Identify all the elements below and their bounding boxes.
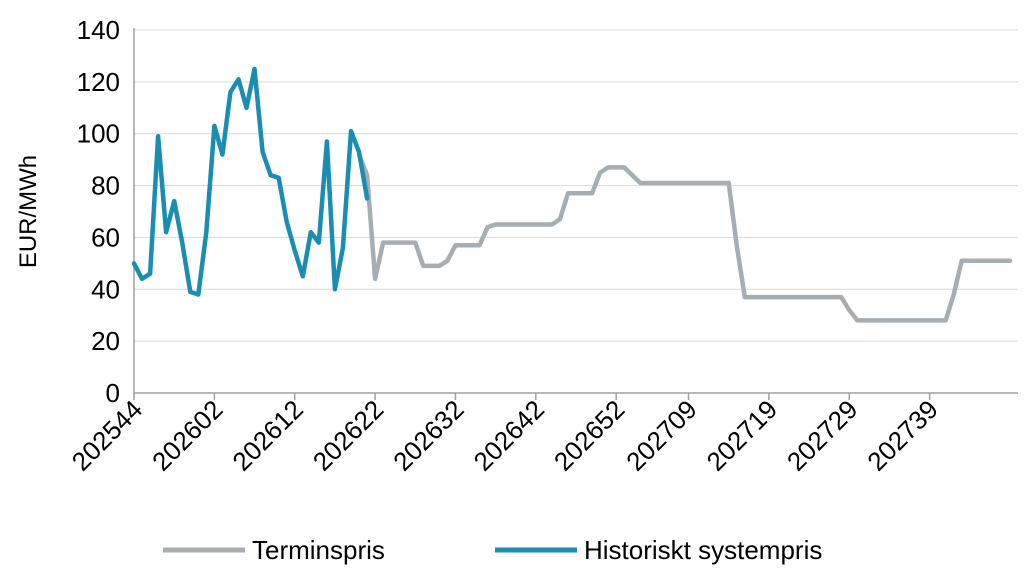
x-tick-label: 202642 xyxy=(467,394,550,477)
series-line-terminspris xyxy=(356,152,1013,323)
y-axis-ticks: 0 20 40 60 80 100 120 140 xyxy=(77,15,120,408)
x-tick-label: 202602 xyxy=(146,394,229,477)
legend: Terminspris Historiskt systempris xyxy=(163,535,822,565)
legend-label-systempris: Historiskt systempris xyxy=(584,535,822,565)
y-tick-label: 80 xyxy=(91,171,120,201)
x-axis-ticks: 2025442026022026122026222026322026422026… xyxy=(66,393,944,477)
y-tick-label: 0 xyxy=(106,378,120,408)
y-tick-label: 40 xyxy=(91,274,120,304)
legend-label-terminspris: Terminspris xyxy=(252,535,385,565)
x-tick-label: 202622 xyxy=(307,394,390,477)
x-axis xyxy=(133,28,1018,394)
gridlines xyxy=(134,29,1018,342)
x-tick-label: 202709 xyxy=(620,394,703,477)
x-tick-label: 202739 xyxy=(861,394,944,477)
x-tick-label: 202632 xyxy=(387,394,470,477)
x-tick-label: 202652 xyxy=(548,394,631,477)
y-tick-label: 140 xyxy=(77,15,120,45)
x-tick-label: 202612 xyxy=(226,394,309,477)
y-tick-label: 120 xyxy=(77,67,120,97)
x-tick-label: 202719 xyxy=(701,394,784,477)
y-tick-label: 100 xyxy=(77,119,120,149)
x-tick-label: 202729 xyxy=(781,394,864,477)
y-tick-label: 60 xyxy=(91,222,120,252)
series-lines xyxy=(131,66,1013,323)
y-axis-label: EUR/MWh xyxy=(15,155,42,268)
y-tick-label: 20 xyxy=(91,326,120,356)
series-line-systempris xyxy=(131,66,370,297)
